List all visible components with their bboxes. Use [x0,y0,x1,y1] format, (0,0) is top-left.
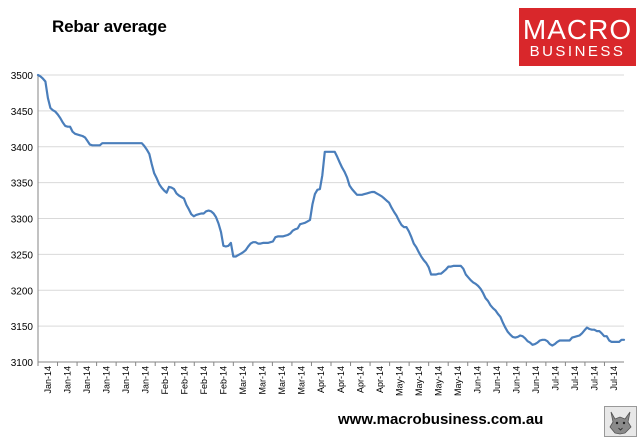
x-tick-label: Jun-14 [492,366,502,394]
x-tick-label: May-14 [453,366,463,396]
y-tick-label: 3450 [11,107,34,118]
x-tick-label: Apr-14 [355,366,365,393]
x-tick-label: Jun-14 [473,366,483,394]
x-tick-label: May-14 [414,366,424,396]
x-tick-label: Jun-14 [531,366,541,394]
y-tick-label: 3150 [11,322,34,333]
series-line [36,73,626,347]
website-url: www.macrobusiness.com.au [338,411,544,428]
x-tick-label: Apr-14 [375,366,385,393]
x-tick-label: Jul-14 [551,366,561,391]
x-tick-label: Mar-14 [277,366,287,395]
x-tick-label: Feb-14 [219,366,229,395]
y-tick-label: 3250 [11,250,34,261]
y-tick-label: 3400 [11,143,34,154]
x-tick-label: May-14 [433,366,443,396]
x-tick-label: Jul-14 [609,366,619,391]
logo-text-macro: MACRO [522,14,633,45]
x-tick-label: Feb-14 [160,366,170,395]
macro-business-logo: MACRO BUSINESS [519,8,636,66]
chart-title: Rebar average [52,17,167,36]
x-tick-label: Apr-14 [336,366,346,393]
y-tick-label: 3100 [11,358,34,369]
y-tick-label: 3350 [11,179,34,190]
y-tick-label: 3500 [11,71,34,82]
x-tick-label: Jul-14 [590,366,600,391]
x-tick-label: Feb-14 [180,366,190,395]
logo-text-business: BUSINESS [529,43,626,60]
x-tick-label: Jan-14 [82,366,92,394]
x-tick-label: Jul-14 [570,366,580,391]
x-tick-label: Jan-14 [140,366,150,394]
x-tick-label: Jun-14 [512,366,522,394]
x-tick-label: Jan-14 [121,366,131,394]
x-tick-label: Jan-14 [62,366,72,394]
wolf-icon [604,406,637,437]
x-tick-label: Mar-14 [258,366,268,395]
x-tick-label: Jan-14 [43,366,53,394]
x-tick-label: Feb-14 [199,366,209,395]
y-tick-label: 3300 [11,215,34,226]
x-tick-label: Apr-14 [316,366,326,393]
x-tick-label: Mar-14 [238,366,248,395]
x-tick-label: Mar-14 [297,366,307,395]
x-tick-label: Jan-14 [101,366,111,394]
y-tick-label: 3200 [11,286,34,297]
x-tick-label: May-14 [394,366,404,396]
